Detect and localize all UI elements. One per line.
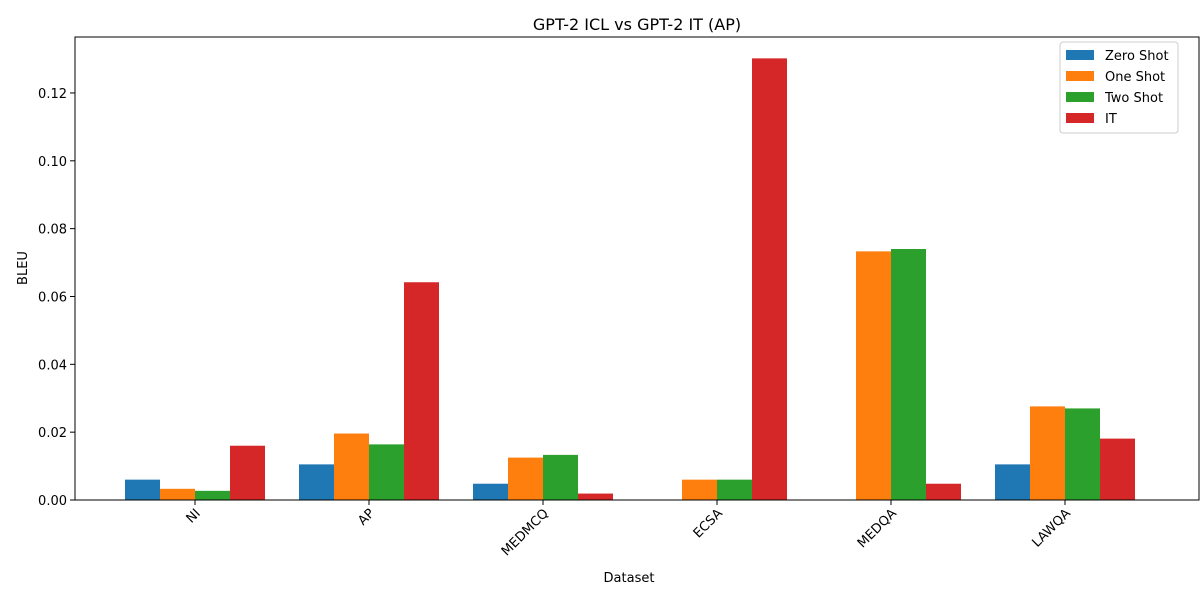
bar-two-shot-ecsa [717, 479, 752, 500]
legend: Zero Shot One Shot Two Shot IT [1059, 41, 1179, 134]
x-axis-title: Dataset [604, 571, 655, 586]
bars-group [125, 58, 1135, 501]
y-tick-label: 0.08 [38, 223, 67, 238]
x-tick-label: AP [355, 506, 378, 529]
legend-label-one-shot: One Shot [1105, 70, 1165, 85]
bar-zero-shot-ap [299, 464, 334, 500]
bar-it-ni [230, 445, 265, 500]
bar-it-medqa [926, 483, 961, 500]
bar-one-shot-ni [160, 488, 195, 500]
x-tick-label: ECSA [691, 506, 726, 541]
x-tick-label: LAWQA [1029, 506, 1073, 550]
x-tick-label: MEDQA [855, 506, 900, 551]
y-tick-label: 0.10 [38, 155, 67, 170]
plot-frame [74, 36, 1200, 501]
legend-frame [1059, 41, 1179, 134]
bar-it-lawqa [1100, 438, 1135, 500]
bar-it-ap [404, 282, 439, 500]
bar-one-shot-ecsa [682, 479, 717, 500]
bar-zero-shot-ni [125, 479, 160, 500]
chart-title: GPT-2 ICL vs GPT-2 IT (AP) [533, 15, 741, 34]
bar-two-shot-lawqa [1065, 408, 1100, 500]
bar-it-ecsa [752, 58, 787, 501]
bar-one-shot-medmcq [508, 457, 543, 500]
bar-it-medmcq [578, 493, 613, 500]
y-tick-label: 0.00 [38, 494, 67, 509]
legend-label-it: IT [1105, 112, 1117, 127]
legend-swatch-two-shot [1066, 92, 1094, 102]
x-tick-label: NI [184, 506, 204, 526]
legend-swatch-one-shot [1066, 71, 1094, 81]
bar-one-shot-ap [334, 433, 369, 500]
legend-label-zero-shot: Zero Shot [1105, 49, 1169, 64]
y-axis: 0.00 0.02 0.04 0.06 0.08 0.10 0.12 [38, 87, 75, 509]
y-axis-title: BLEU [16, 251, 31, 285]
bar-two-shot-ap [369, 444, 404, 500]
y-tick-label: 0.02 [38, 426, 67, 441]
legend-swatch-it [1066, 113, 1094, 123]
x-tick-label: MEDMCQ [499, 506, 552, 559]
bar-one-shot-lawqa [1030, 406, 1065, 500]
bar-two-shot-medmcq [543, 454, 578, 500]
bar-one-shot-medqa [856, 251, 891, 500]
y-tick-label: 0.04 [38, 358, 67, 373]
x-axis: NI AP MEDMCQ ECSA MEDQA LAWQA [184, 500, 1074, 559]
bar-two-shot-ni [195, 490, 230, 500]
legend-label-two-shot: Two Shot [1104, 91, 1163, 106]
y-tick-label: 0.12 [38, 87, 67, 102]
bar-two-shot-medqa [891, 249, 926, 500]
bar-zero-shot-medmcq [473, 483, 508, 500]
legend-swatch-zero-shot [1066, 50, 1094, 60]
bar-zero-shot-lawqa [995, 464, 1030, 500]
y-tick-label: 0.06 [38, 290, 67, 305]
